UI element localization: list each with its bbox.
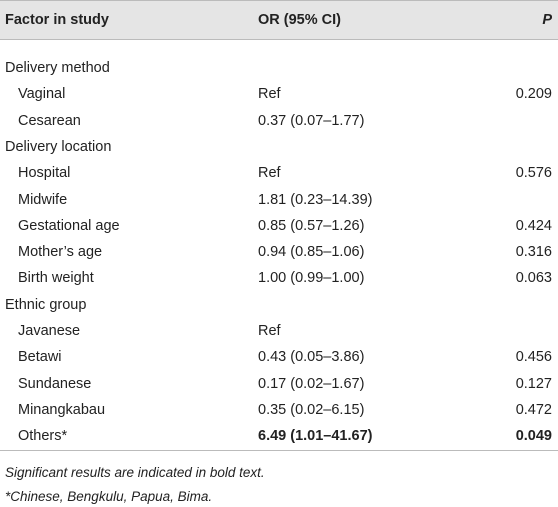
row-factor: Others* xyxy=(18,428,68,445)
row-factor: Cesarean xyxy=(18,112,81,129)
row-factor: Birth weight xyxy=(18,270,94,287)
header-cell: P xyxy=(542,12,552,28)
group-label: Delivery method xyxy=(5,60,110,76)
row-or: Ref xyxy=(258,165,281,182)
row-p: 0.424 xyxy=(515,217,552,234)
row-factor: Minangkabau xyxy=(18,401,106,418)
row-factor: Sundanese xyxy=(18,375,92,392)
row-p: 0.472 xyxy=(515,401,552,418)
row-or: 0.35 (0.02–6.15) xyxy=(258,401,365,418)
row-or: Ref xyxy=(258,86,281,103)
row-factor: Gestational age xyxy=(18,217,120,234)
row-p: 0.316 xyxy=(515,244,552,261)
row-or: 0.17 (0.02–1.67) xyxy=(258,375,365,392)
row-factor: Vaginal xyxy=(18,86,66,103)
row-or: 0.43 (0.05–3.86) xyxy=(258,349,365,366)
group-label: Ethnic group xyxy=(5,296,87,313)
row-or: 6.49 (1.01–41.67) xyxy=(258,428,373,445)
row-or: 1.81 (0.23–14.39) xyxy=(258,191,373,208)
row-or: 0.94 (0.85–1.06) xyxy=(258,244,365,261)
row-or: 1.00 (0.99–1.00) xyxy=(258,270,365,287)
row-factor: Hospital xyxy=(18,165,71,182)
row-p: 0.576 xyxy=(515,165,552,182)
bottom-rule xyxy=(0,449,558,451)
header-row xyxy=(0,0,558,40)
row-p: 0.209 xyxy=(515,86,552,103)
footnote: Significant results are indicated in bol… xyxy=(5,464,265,480)
row-factor: Betawi xyxy=(18,349,62,366)
group-label: Delivery location xyxy=(5,138,112,155)
row-or: Ref xyxy=(258,323,281,339)
row-factor: Javanese xyxy=(18,323,81,339)
footnote: *Chinese, Bengkulu, Papua, Bima. xyxy=(5,488,213,504)
row-or: 0.37 (0.07–1.77) xyxy=(258,112,365,129)
header-cell: Factor in study xyxy=(5,12,109,28)
row-p: 0.127 xyxy=(515,375,552,392)
row-p: 0.049 xyxy=(515,428,552,445)
header-cell: OR (95% CI) xyxy=(258,12,341,28)
row-p: 0.063 xyxy=(515,270,552,287)
row-or: 0.85 (0.57–1.26) xyxy=(258,217,365,234)
row-p: 0.456 xyxy=(515,349,552,366)
row-factor: Mother’s age xyxy=(18,244,103,261)
row-factor: Midwife xyxy=(18,191,68,208)
